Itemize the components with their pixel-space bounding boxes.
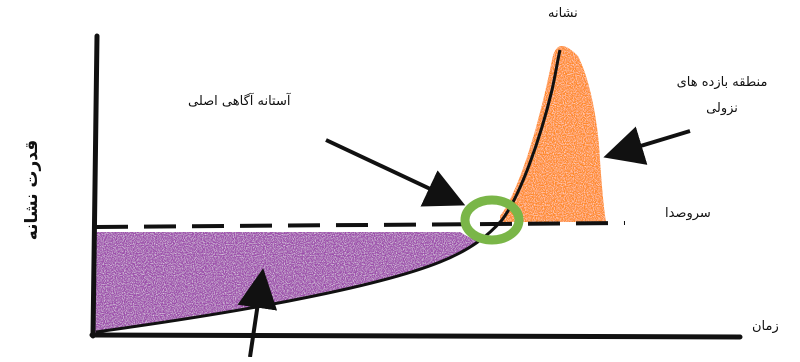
- region-label-line1: منطقه بازده های: [676, 75, 768, 90]
- time-axis-label: زمان: [752, 319, 779, 334]
- noise-dashed-line: [95, 221, 626, 229]
- diminishing-returns-label: منطقه بازده های نزولی: [662, 70, 782, 122]
- signal-axis-label: نشانه: [548, 6, 578, 21]
- threshold-label: آستانه آگاهی اصلی: [188, 94, 291, 109]
- y-axis-label: قدرت نشانه: [22, 139, 42, 241]
- noise-label: سروصدا: [665, 206, 711, 221]
- threshold-arrow: [325, 138, 466, 207]
- region-label-line2: نزولی: [706, 101, 738, 116]
- orange-peak: [500, 46, 606, 222]
- region-arrow: [603, 126, 691, 165]
- purple-arrow: [237, 268, 278, 358]
- purple-region: [94, 232, 484, 333]
- y-axis: [90, 33, 100, 339]
- threshold-ring: [460, 195, 524, 245]
- x-axis: [89, 332, 743, 340]
